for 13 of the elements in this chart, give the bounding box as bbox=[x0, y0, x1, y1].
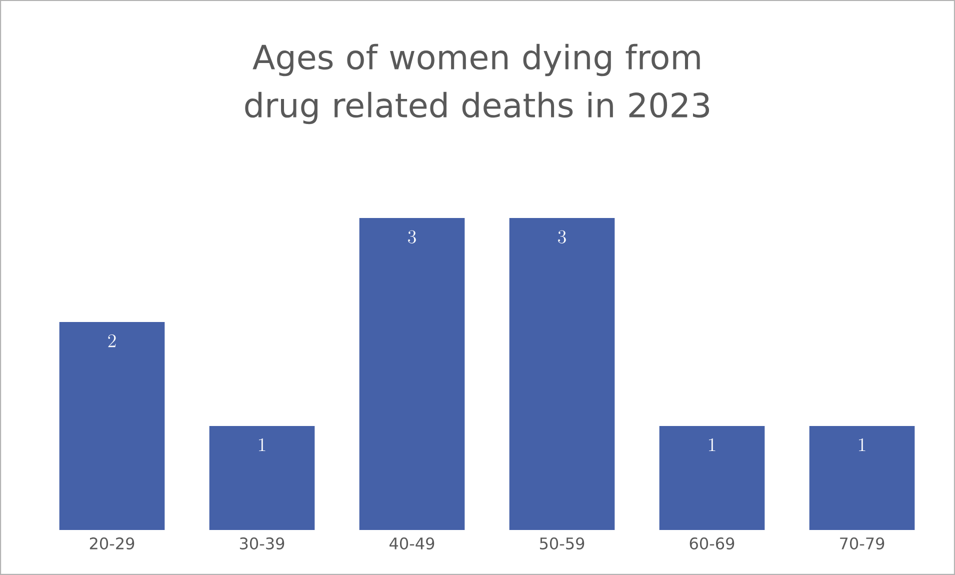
data-label: 1 bbox=[259, 438, 266, 452]
data-label: 2 bbox=[108, 334, 116, 348]
data-label: 1 bbox=[709, 438, 716, 452]
x-tick-label: 30-39 bbox=[240, 537, 284, 550]
x-tick-label: 70-79 bbox=[840, 537, 884, 550]
data-label: 3 bbox=[558, 230, 566, 244]
x-tick-label: 20-29 bbox=[90, 537, 134, 550]
chart-title: Ages of women dying from drug related deaths in 2023 bbox=[245, 44, 710, 124]
data-label: 1 bbox=[859, 438, 866, 452]
x-tick-label: 50-59 bbox=[540, 537, 584, 550]
x-tick-label: 60-69 bbox=[690, 537, 734, 550]
x-tick-label: 40-49 bbox=[390, 537, 434, 550]
data-label: 3 bbox=[408, 230, 416, 244]
